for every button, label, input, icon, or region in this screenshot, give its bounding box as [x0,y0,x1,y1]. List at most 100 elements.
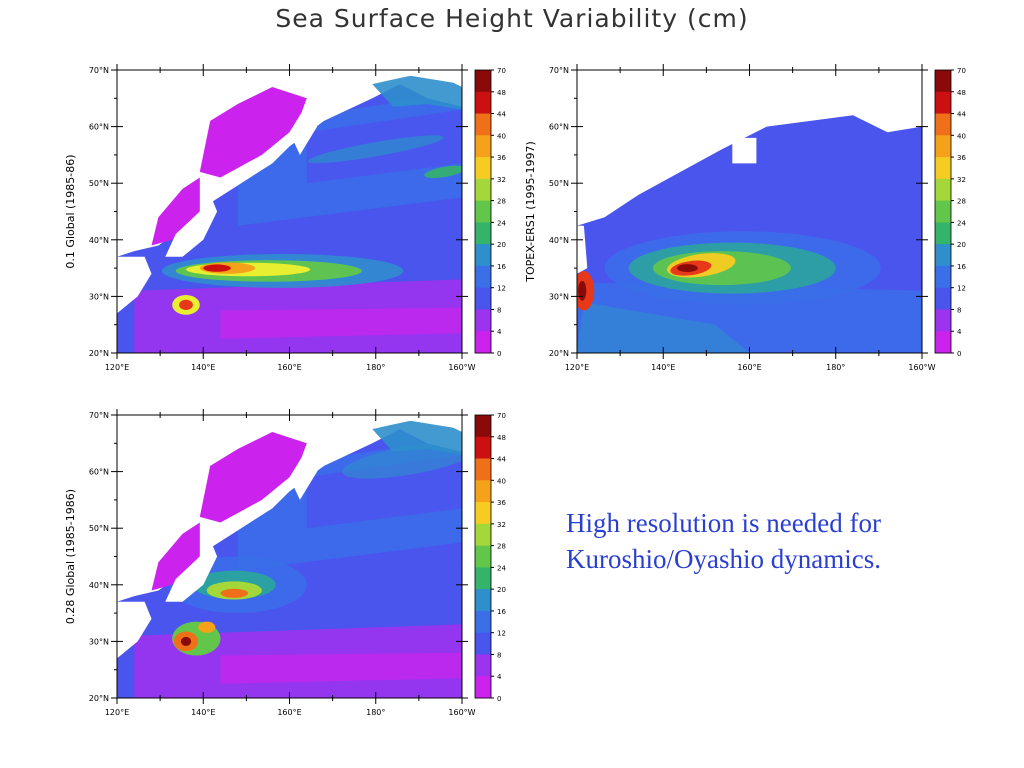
sea-of-okhotsk [199,87,307,178]
data-gap [732,137,757,164]
sea-of-japan [151,177,200,246]
colorbar-label: 44 [957,111,966,119]
colorbar-label: 36 [957,154,966,162]
colorbar-swatch [475,244,491,267]
sea-of-okhotsk [199,432,307,523]
x-tick-label: 140°E [191,708,215,717]
colorbar-label: 16 [497,608,506,616]
colorbar-label: 44 [497,111,506,119]
x-tick-label: 120°E [105,708,129,717]
y-axis-label: 0.1 Global (1985-86) [64,154,77,268]
colorbar-label: 32 [957,176,966,184]
colorbar-swatch [475,545,491,568]
colorbar-swatch [475,502,491,525]
colorbar-label: 40 [497,132,506,140]
colorbar-swatch [935,287,951,310]
colorbar-label: 0 [497,350,501,358]
gulf-of-alaska [372,75,462,110]
y-tick-label: 70°N [549,66,569,75]
japan-islands [165,194,218,257]
slide-title: Sea Surface Height Variability (cm) [275,4,749,33]
colorbar-swatch [475,415,491,438]
y-tick-label: 40°N [89,236,109,245]
colorbar-swatch [475,222,491,245]
colorbar-swatch [475,458,491,481]
colorbar-label: 70 [957,67,966,75]
y-tick-label: 20°N [549,349,569,358]
colorbar-swatch [475,567,491,590]
colorbar-label: 32 [497,176,506,184]
x-tick-label: 180° [366,708,385,717]
y-tick-label: 20°N [89,349,109,358]
map-panel-3: 70°N 60°N 50°N 40°N 30°N 20°N 120°E 140°E 160°E 1… [64,409,506,717]
colorbar-label: 8 [957,306,961,314]
y-tick-label: 30°N [89,292,109,301]
colorbar-label: 20 [497,586,506,594]
y-tick-label: 20°N [89,694,109,703]
colorbar-swatch [475,676,491,699]
colorbar-label: 0 [497,695,501,703]
y-tick-label: 60°N [89,468,109,477]
y-tick-label: 70°N [89,66,109,75]
colorbar-label: 24 [497,219,506,227]
axes: 70°N 60°N 50°N 40°N 30°N 20°N 120°E 140°E 160°E 1… [524,64,936,372]
colorbar-swatch [475,654,491,677]
y-axis-label: TOPEX-ERS1 (1995-1997) [524,141,537,283]
x-tick-label: 180° [826,363,845,372]
colorbar-swatch [475,178,491,202]
x-tick-label: 120°E [565,363,589,372]
colorbar-label: 40 [497,477,506,485]
japan-islands [165,539,218,602]
colorbar-swatch [935,265,951,289]
colorbar-label: 16 [957,263,966,271]
land-mask [117,70,462,314]
x-tick-label: 160°E [277,363,301,372]
colorbar-swatch [475,589,491,612]
y-axis-label: 0.28 Global (1985-1986) [64,489,77,624]
colorbar-label: 24 [957,219,966,227]
colorbar-swatch [475,265,491,289]
colorbar-label: 44 [497,456,506,464]
x-tick-label: 160°W [908,363,935,372]
x-tick-label: 160°E [737,363,761,372]
colorbar-swatch [475,91,491,115]
colorbar-label: 16 [497,263,506,271]
colorbar-label: 24 [497,564,506,572]
y-tick-label: 30°N [89,637,109,646]
colorbar-swatch [475,610,491,634]
axes: 70°N 60°N 50°N 40°N 30°N 20°N 120°E 140°E 160°E 1… [64,409,476,717]
colorbar-label: 48 [497,434,506,442]
colorbar-swatch [475,113,491,136]
colorbar-swatch [475,523,491,547]
colorbar-swatch [475,632,491,655]
colorbar-label: 32 [497,521,506,529]
colorbar-label: 4 [957,328,962,336]
colorbar-swatch [935,135,951,158]
colorbar-swatch [935,70,951,93]
colorbar-label: 20 [957,241,966,249]
colorbar-swatch [475,480,491,503]
y-tick-label: 70°N [89,411,109,420]
colorbar-label: 36 [497,499,506,507]
y-tick-label: 40°N [549,236,569,245]
colorbar-label: 28 [957,198,966,206]
kamchatka [289,92,324,155]
caption-text: High resolution is needed for Kuroshio/O… [566,508,881,574]
kamchatka [289,437,324,500]
x-tick-label: 140°E [651,363,675,372]
land-asia [577,70,922,226]
colorbar-swatch [475,135,491,158]
colorbar-swatch [475,200,491,223]
colorbar-swatch [935,309,951,332]
land-mask [577,70,922,274]
axes: 70°N 60°N 50°N 40°N 30°N 20°N 120°E 140°E 160°E 1… [64,64,476,372]
colorbar-swatch [935,91,951,115]
colorbar-swatch [935,178,951,202]
map-panel-1: 70°N 60°N 50°N 40°N 30°N 20°N 120°E 140°E 160°E 1… [64,64,506,372]
colorbar-label: 12 [497,285,506,293]
colorbar-label: 48 [497,89,506,97]
